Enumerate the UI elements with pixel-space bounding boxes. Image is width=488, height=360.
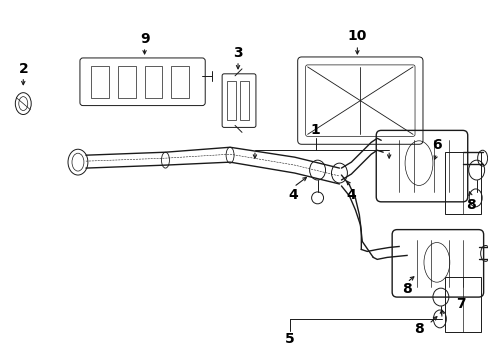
Text: 1: 1 xyxy=(310,123,320,138)
Text: 2: 2 xyxy=(19,62,28,76)
Text: 3: 3 xyxy=(233,46,243,60)
Text: 8: 8 xyxy=(401,282,411,296)
Text: 8: 8 xyxy=(413,322,423,336)
Text: 10: 10 xyxy=(347,29,366,43)
Bar xyxy=(118,66,135,98)
Text: 6: 6 xyxy=(431,138,441,152)
Bar xyxy=(171,66,189,98)
Bar xyxy=(240,81,248,121)
Bar xyxy=(144,66,162,98)
Bar xyxy=(444,277,480,332)
Text: 4: 4 xyxy=(288,188,298,202)
Text: 9: 9 xyxy=(140,32,149,46)
Bar xyxy=(91,66,108,98)
Bar xyxy=(444,152,480,214)
Text: 8: 8 xyxy=(465,198,475,212)
Text: 5: 5 xyxy=(285,332,294,346)
Bar xyxy=(226,81,236,121)
Text: 7: 7 xyxy=(455,297,465,311)
Text: 4: 4 xyxy=(346,188,356,202)
